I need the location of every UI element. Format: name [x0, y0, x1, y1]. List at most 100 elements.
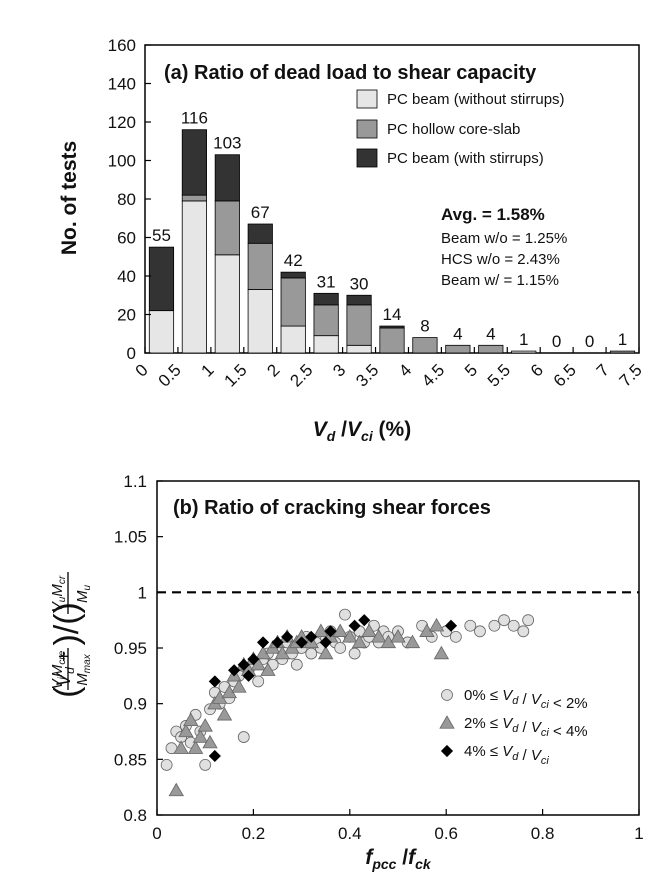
scatter-chart: 0.8 0.85 0.9 0.95 1 1.05 1.1 0 0.2 0.4 0.6 0.8 1 (b… [48, 472, 644, 872]
y-tick-label: 100 [108, 152, 136, 171]
bar-7-series-2 [379, 325, 405, 329]
point-triangle [390, 629, 406, 643]
point-diamond [242, 669, 255, 682]
bar-total-label: 30 [350, 274, 369, 293]
legend-label: PC beam (with stirrups) [387, 150, 544, 167]
x-tick-label: 1 [634, 824, 643, 843]
point-triangle [178, 723, 194, 738]
point-diamond [237, 658, 250, 671]
bar-4-series-0 [280, 325, 306, 354]
point-diamond [208, 675, 221, 688]
point-circle [464, 619, 477, 632]
bar-1-series-2 [181, 129, 207, 196]
y-axis-a: 0 20 40 60 80 100 120 140 160 [108, 36, 151, 363]
chart-title-b: (b) Ratio of cracking shear forces [173, 497, 491, 519]
bar-1-series-0 [181, 200, 207, 354]
y-tick-label: 0.8 [123, 806, 147, 825]
y-axis-b: 0.8 0.85 0.9 0.95 1 1.05 1.1 [114, 472, 163, 825]
bar-total-label: 1 [519, 330, 528, 349]
x-tick-label: 0.2 [242, 824, 266, 843]
annotation-hcs-without: HCS w/o = 2.43% [441, 251, 560, 268]
y-tick-label: 120 [108, 113, 136, 132]
bar-6-series-1 [346, 304, 372, 346]
point-triangle [371, 629, 387, 643]
bar-3-series-0 [247, 289, 273, 354]
x-tick-label: 0.5 [155, 360, 185, 390]
svg-text:VuMcr: VuMcr [49, 575, 68, 612]
x-tick-label: 6 [527, 360, 547, 380]
point-diamond [281, 630, 294, 643]
annotation-average: Avg. = 1.58% [441, 205, 545, 224]
point-diamond [295, 636, 308, 649]
point-circle [507, 619, 520, 632]
x-tick-label: 1 [198, 360, 218, 380]
y-tick-label: 0.85 [114, 750, 147, 769]
bar-total-label: 4 [486, 324, 495, 343]
legend-label: PC hollow core-slab [387, 121, 520, 138]
x-tick-label: 0.4 [338, 824, 362, 843]
x-tick-label: 0.8 [531, 824, 555, 843]
bar-3-series-1 [247, 242, 273, 290]
point-diamond [324, 625, 337, 638]
chart-title-a: (a) Ratio of dead load to shear capacity [164, 62, 537, 84]
point-circle [517, 625, 530, 638]
point-triangle [231, 679, 247, 693]
point-triangle [173, 740, 189, 754]
point-diamond [440, 744, 454, 758]
point-circle [522, 614, 535, 627]
point-circle [441, 689, 453, 701]
x-tick-label: 5 [461, 360, 481, 380]
annotation-beam-without: Beam w/o = 1.25% [441, 230, 567, 247]
point-triangle [428, 617, 445, 632]
x-tick-label: 2.5 [286, 360, 316, 390]
svg-text:Mmax: Mmax [74, 653, 93, 685]
point-triangle [187, 740, 204, 754]
point-triangle [404, 634, 421, 649]
x-tick-label: 0 [132, 360, 152, 380]
y-tick-label: 80 [117, 190, 136, 209]
point-diamond [358, 614, 371, 627]
legend-label: 2% ≤ Vd / Vci < 4% [464, 715, 588, 740]
bar-total-label: 31 [317, 272, 336, 291]
bar-total-label: 67 [251, 203, 270, 222]
point-circle [449, 630, 462, 643]
x-axis-label-a: Vd /Vci (%) [313, 418, 411, 444]
bar-total-label: 103 [213, 134, 241, 153]
point-circle [348, 647, 361, 660]
point-circle [199, 759, 212, 771]
bar-5-series-2 [313, 292, 339, 306]
bar-total-label: 55 [152, 226, 171, 245]
y-axis-label-a: No. of tests [58, 141, 81, 255]
bar-total-label: 42 [284, 251, 303, 270]
point-triangle [332, 623, 348, 637]
point-circle [488, 619, 501, 632]
bar-5-series-0 [313, 335, 339, 354]
point-diamond [348, 619, 361, 632]
plot-area-b [156, 480, 640, 816]
bar-total-label: 0 [585, 332, 594, 351]
bar-6-series-2 [346, 294, 372, 306]
point-diamond [208, 749, 221, 763]
point-triangle [216, 706, 233, 721]
y-tick-label: 1 [138, 583, 147, 602]
point-circle [339, 608, 351, 621]
y-tick-label: 0.95 [114, 639, 147, 658]
bar-total-labels: 55 116 103 67 42 31 30 14 8 4 4 1 0 0 1 [152, 109, 627, 351]
scatter-points [160, 608, 535, 797]
bar-total-label: 4 [453, 324, 462, 343]
point-diamond [247, 653, 260, 666]
legend-label: 4% ≤ Vd / Vci [464, 743, 549, 767]
legend-a: PC beam (without stirrups) PC hollow core… [356, 89, 565, 168]
point-triangle [439, 715, 455, 729]
y-tick-label: 0.9 [123, 695, 147, 714]
legend-swatch [356, 119, 378, 139]
x-tick-label: 2 [263, 360, 283, 380]
x-axis-b: 0 0.2 0.4 0.6 0.8 1 [152, 809, 644, 843]
bar-total-label: 14 [383, 305, 402, 324]
point-triangle [260, 662, 276, 676]
bar-7-series-1 [379, 327, 405, 354]
point-triangle [361, 623, 377, 637]
x-tick-label: 3.5 [352, 360, 382, 390]
legend-label: PC beam (without stirrups) [387, 91, 565, 108]
point-circle [160, 759, 173, 771]
